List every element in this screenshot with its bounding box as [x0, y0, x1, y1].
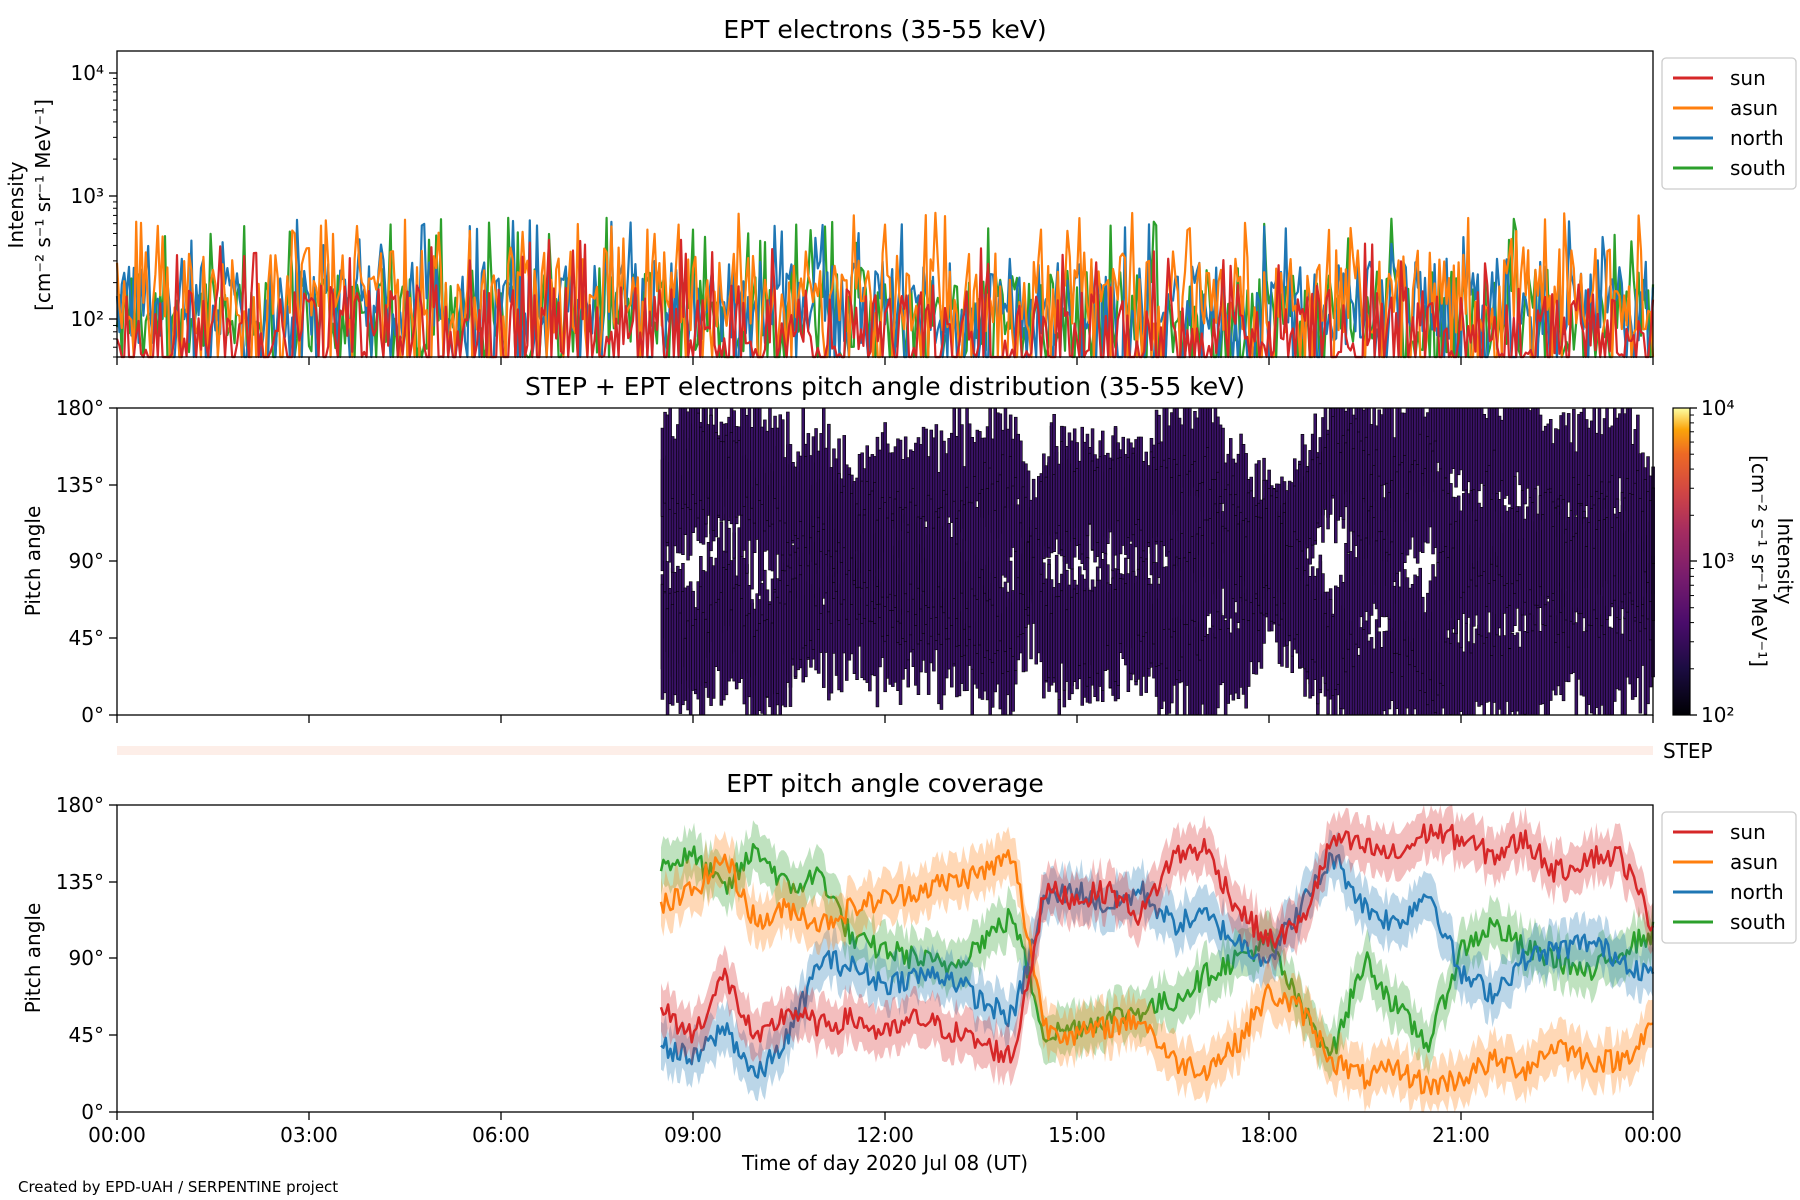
intensity-x-ticks	[116, 357, 1654, 365]
intensity-y-label-line2: [cm⁻² s⁻¹ sr⁻¹ MeV⁻¹]	[31, 99, 55, 311]
x-tick-label: 15:00	[1048, 1123, 1106, 1147]
colorbar-tick-label: 10²	[1701, 703, 1734, 727]
coverage-y-ticks: 0° 45° 90° 135° 180°	[56, 793, 117, 1124]
coverage-y-tick-label: 90°	[69, 946, 104, 970]
pad-y-label: Pitch angle	[21, 506, 45, 617]
x-tick-label: 18:00	[1240, 1123, 1298, 1147]
coverage-x-tick-labels: 00:00 03:00 06:00 09:00 12:00 15:00 18:00 21:00…	[88, 1123, 1682, 1147]
legend-label-sun: sun	[1730, 66, 1766, 90]
colorbar-label-line2: [cm⁻² s⁻¹ sr⁻¹ MeV⁻¹]	[1747, 455, 1771, 667]
pad-y-tick-label: 135°	[56, 473, 104, 497]
coverage-band-asun	[661, 826, 1653, 1112]
legend-label-asun: asun	[1730, 850, 1778, 874]
coverage-line-south	[659, 842, 1655, 1058]
coverage-panel-title: EPT pitch angle coverage	[726, 769, 1044, 798]
step-coverage-bar	[117, 746, 1653, 755]
legend-label-north: north	[1730, 880, 1784, 904]
coverage-y-tick-label: 180°	[56, 793, 104, 817]
x-tick-label: 09:00	[664, 1123, 722, 1147]
coverage-legend: sun asun north south	[1661, 811, 1797, 944]
coverage-plot-area	[659, 805, 1655, 1112]
pad-y-tick-label: 180°	[56, 396, 104, 420]
credit-text: Created by EPD-UAH / SERPENTINE project	[18, 1178, 338, 1196]
legend-label-sun: sun	[1730, 820, 1766, 844]
legend-label-south: south	[1730, 910, 1786, 934]
step-label: STEP	[1663, 739, 1713, 763]
coverage-y-tick-label: 0°	[81, 1100, 104, 1124]
intensity-plot-area	[115, 211, 1655, 359]
coverage-line-north	[660, 851, 1655, 1079]
coverage-line-asun	[659, 849, 1654, 1096]
x-tick-label: 21:00	[1432, 1123, 1490, 1147]
pad-y-tick-label: 45°	[69, 626, 104, 650]
coverage-x-ticks	[116, 1112, 1654, 1120]
colorbar	[1672, 407, 1691, 716]
intensity-y-ticks: 10² 10³ 10⁴	[71, 61, 117, 331]
x-tick-label: 00:00	[88, 1123, 146, 1147]
series-line-sun	[115, 238, 1655, 359]
coverage-band-south	[661, 820, 1653, 1080]
legend-label-asun: asun	[1730, 96, 1778, 120]
pad-y-tick-label: 90°	[69, 549, 104, 573]
colorbar-minor-ticks	[1690, 414, 1694, 670]
intensity-panel-title: EPT electrons (35-55 keV)	[723, 15, 1046, 44]
series-line-asun	[115, 211, 1655, 359]
coverage-y-tick-label: 45°	[69, 1023, 104, 1047]
pad-y-ticks: 0° 45° 90° 135° 180°	[56, 396, 117, 727]
intensity-y-label-line1: Intensity	[4, 161, 28, 248]
colorbar-tick-label: 10³	[1701, 549, 1734, 573]
pad-y-tick-label: 0°	[81, 703, 104, 727]
intensity-y-tick-label: 10⁴	[71, 61, 104, 85]
legend-label-north: north	[1730, 126, 1784, 150]
intensity-legend: sun asun north south	[1661, 57, 1797, 190]
coverage-line-sun	[659, 823, 1655, 1064]
intensity-minor-ticks	[113, 77, 117, 358]
colorbar-ticks: 10² 10³ 10⁴	[1690, 396, 1734, 727]
x-tick-label: 03:00	[280, 1123, 338, 1147]
colorbar-label-line1: Intensity	[1773, 517, 1797, 604]
coverage-band-sun	[661, 805, 1653, 1087]
x-tick-label: 06:00	[472, 1123, 530, 1147]
pad-panel-title: STEP + EPT electrons pitch angle distrib…	[525, 372, 1245, 401]
colorbar-tick-label: 10⁴	[1701, 396, 1734, 420]
x-axis-label: Time of day 2020 Jul 08 (UT)	[741, 1151, 1028, 1175]
x-tick-label: 00:00	[1624, 1123, 1682, 1147]
legend-label-south: south	[1730, 156, 1786, 180]
intensity-y-tick-label: 10²	[71, 307, 104, 331]
intensity-y-tick-label: 10³	[71, 184, 104, 208]
coverage-y-tick-label: 135°	[56, 870, 104, 894]
coverage-y-label: Pitch angle	[21, 903, 45, 1014]
pad-x-ticks	[116, 715, 1654, 723]
pad-heatmap	[660, 407, 1655, 716]
x-tick-label: 12:00	[856, 1123, 914, 1147]
